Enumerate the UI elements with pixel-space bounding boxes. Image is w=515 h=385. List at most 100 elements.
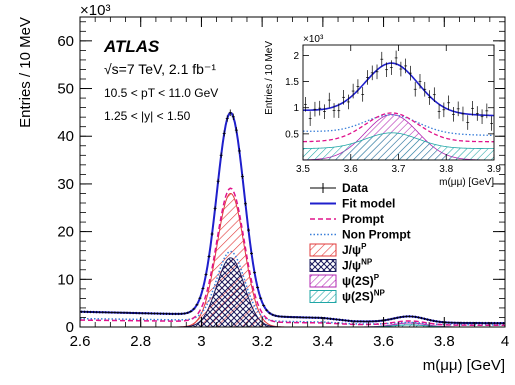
data-point <box>110 311 114 314</box>
data-point <box>316 316 320 320</box>
x-tick-label: 3.4 <box>312 333 333 350</box>
inset-data-point <box>437 104 441 119</box>
legend-swatch-area <box>309 243 337 257</box>
inset-y-axis-title: Entries / 10 MeV <box>264 41 275 115</box>
data-point <box>492 321 496 325</box>
data-point <box>161 312 165 315</box>
y-tick-label: 20 <box>57 224 74 241</box>
data-point <box>92 310 96 314</box>
energy-label: √s=7 TeV, 2.1 fb⁻¹ <box>104 61 216 77</box>
data-point <box>152 312 156 315</box>
x-tick-label: 3.2 <box>252 333 273 350</box>
legend-label-main: Prompt <box>342 212 384 226</box>
data-point <box>486 321 490 325</box>
data-point <box>171 312 175 316</box>
x-axis-title: m(μμ) [GeV] <box>423 357 505 374</box>
inset-data-point <box>318 100 322 116</box>
data-point <box>313 316 317 319</box>
data-point <box>292 315 296 319</box>
data-point <box>210 232 214 236</box>
y-axis: 0 10 20 30 40 50 60 Entries / 10 MeV ×10³ <box>17 2 505 336</box>
data-point <box>423 317 427 320</box>
inset-data-point <box>475 106 479 121</box>
data-point <box>253 271 257 275</box>
data-point <box>246 228 250 232</box>
data-point <box>155 312 159 315</box>
data-point <box>101 311 105 314</box>
data-point <box>338 318 342 321</box>
inset-y-tick-label: 0.5 <box>285 129 299 140</box>
data-point <box>204 273 208 276</box>
data-point <box>289 315 293 319</box>
data-point <box>380 319 384 322</box>
data-point <box>189 310 193 313</box>
data-point <box>465 321 469 325</box>
data-point <box>413 315 417 319</box>
data-point <box>165 312 169 315</box>
data-point <box>213 206 217 211</box>
legend-label: Fit model <box>342 197 395 211</box>
data-point <box>474 321 478 325</box>
inset-data-point <box>303 97 307 112</box>
main-plot: 2.6 2.8 3 3.2 3.4 3.6 3.8 4 m(μμ) [GeV] 0 10 20 30 40… <box>17 2 509 374</box>
data-point <box>104 311 108 314</box>
data-point <box>450 321 454 324</box>
inset-data-point <box>327 92 331 108</box>
inset-data-point <box>370 65 374 81</box>
data-point <box>301 316 305 319</box>
data-point <box>268 311 272 315</box>
inset-data-point <box>442 102 446 118</box>
nonprompt-curve <box>80 250 505 326</box>
data-point <box>310 316 314 319</box>
data-points <box>80 109 505 325</box>
x-tick-label: 2.8 <box>130 333 151 350</box>
inset-x-tick-label: 3.5 <box>296 164 310 175</box>
inset-x-tick-label: 3.9 <box>487 164 501 175</box>
inset-x-tick-label: 3.7 <box>392 164 406 175</box>
data-point <box>344 319 348 322</box>
inset-data-point <box>323 104 326 119</box>
data-point <box>280 315 284 318</box>
data-point <box>286 315 290 319</box>
data-point <box>158 312 162 315</box>
data-point <box>304 316 308 319</box>
inset-data-point <box>346 94 350 110</box>
data-point <box>377 319 381 323</box>
data-point <box>192 307 196 311</box>
legend-label-sup: NP <box>374 289 386 298</box>
y-tick-label: 40 <box>57 128 74 145</box>
inset-prompt-curve <box>303 112 494 143</box>
data-point <box>131 311 135 315</box>
legend-item: ψ(2S)NP <box>309 289 385 304</box>
legend-swatch-area <box>309 274 337 288</box>
inset-data-point <box>409 65 412 81</box>
data-point <box>495 321 499 325</box>
data-point <box>383 318 387 322</box>
legend-item: J/ψNP <box>309 258 373 273</box>
data-point <box>483 321 487 325</box>
legend-item: Data <box>310 181 368 195</box>
legend-label: Data <box>342 181 368 195</box>
inset-data-point <box>423 81 427 97</box>
legend-item: Prompt <box>310 212 384 226</box>
data-point <box>453 321 457 325</box>
data-point <box>335 318 339 321</box>
legend-swatch-area <box>309 259 337 272</box>
legend-label-sup: P <box>361 242 367 251</box>
data-point <box>426 318 430 321</box>
legend-label: ψ(2S)NP <box>342 289 385 304</box>
data-point <box>416 316 420 319</box>
data-point <box>83 310 87 314</box>
data-point <box>283 315 287 319</box>
legend-label-main: J/ψ <box>342 259 361 273</box>
data-point <box>219 152 223 159</box>
data-point <box>328 317 332 320</box>
data-point <box>368 320 372 323</box>
data-point <box>271 313 275 317</box>
data-point <box>86 310 90 314</box>
annotations: ATLAS √s=7 TeV, 2.1 fb⁻¹ 10.5 < pT < 11.0 … <box>103 37 218 123</box>
inset-data-point <box>380 51 384 67</box>
